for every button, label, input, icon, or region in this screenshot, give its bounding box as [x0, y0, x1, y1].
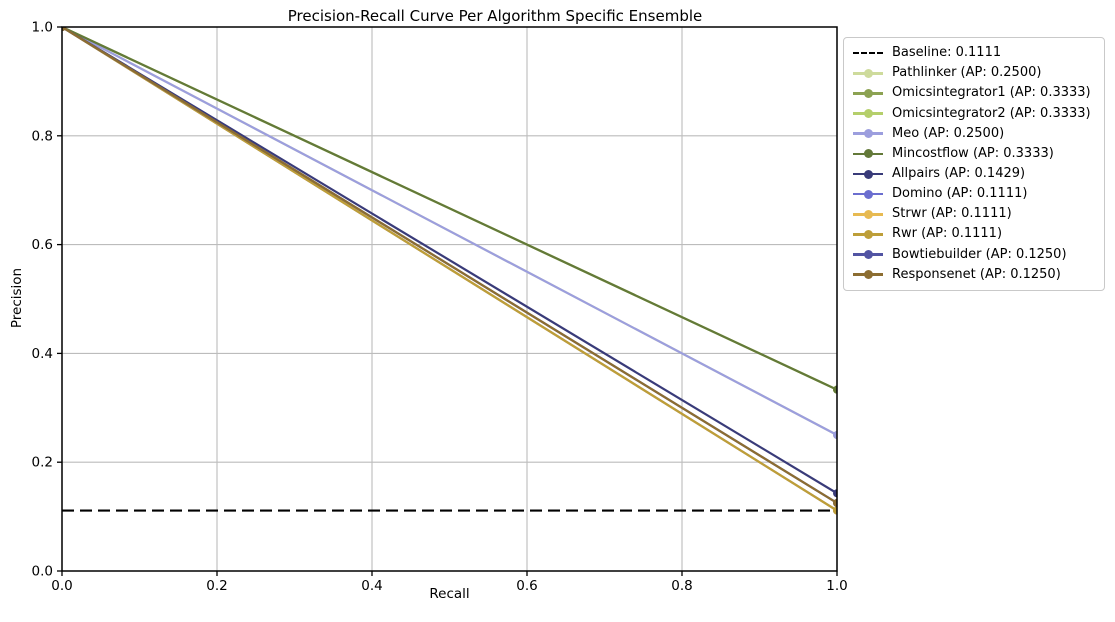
line-marker-swatch-icon [853, 68, 883, 79]
x-tick-label: 0.4 [361, 578, 382, 594]
legend-item-baseline: Baseline: 0.1111 [853, 43, 1096, 63]
series-line-mincostflow [61, 26, 838, 391]
x-tick-label: 0.6 [516, 578, 537, 594]
legend-item-label: Pathlinker (AP: 0.2500) [892, 65, 1042, 81]
legend-item-pathlinker: Pathlinker (AP: 0.2500) [853, 63, 1096, 83]
line-marker-swatch-icon [853, 189, 883, 200]
line-marker-swatch-icon [853, 269, 883, 280]
legend-item-label: Allpairs (AP: 0.1429) [892, 166, 1026, 182]
legend-item-allpairs: Allpairs (AP: 0.1429) [853, 164, 1096, 184]
line-marker-swatch-icon [853, 148, 883, 159]
x-tick-label: 1.0 [826, 578, 847, 594]
y-tick-label: 0.0 [32, 564, 53, 580]
legend-item-domino: Domino (AP: 0.1111) [853, 184, 1096, 204]
y-tick-label: 0.2 [32, 455, 53, 471]
legend-item-label: Responsenet (AP: 0.1250) [892, 266, 1061, 282]
legend-item-label: Meo (AP: 0.2500) [892, 125, 1005, 141]
series-line-meo [61, 26, 838, 436]
legend-item-label: Bowtiebuilder (AP: 0.1250) [892, 246, 1067, 262]
legend-item-label: Omicsintegrator1 (AP: 0.3333) [892, 85, 1091, 101]
legend-item-omicsintegrator2: Omicsintegrator2 (AP: 0.3333) [853, 104, 1096, 124]
legend-item-responsenet: Responsenet (AP: 0.1250) [853, 265, 1096, 285]
y-tick-label: 1.0 [32, 20, 53, 36]
line-marker-swatch-icon [853, 209, 883, 220]
plot-border [61, 26, 838, 572]
legend-item-bowtiebuilder: Bowtiebuilder (AP: 0.1250) [853, 245, 1096, 265]
legend-item-rwr: Rwr (AP: 0.1111) [853, 225, 1096, 245]
line-marker-swatch-icon [853, 249, 883, 260]
legend-item-label: Domino (AP: 0.1111) [892, 186, 1028, 202]
series-line-allpairs [61, 26, 838, 495]
chart-title: Precision-Recall Curve Per Algorithm Spe… [287, 7, 703, 25]
legend-item-label: Strwr (AP: 0.1111) [892, 206, 1012, 222]
legend-item-label: Mincostflow (AP: 0.3333) [892, 145, 1054, 161]
line-marker-swatch-icon [853, 128, 883, 139]
y-axis-label: Precision [9, 267, 25, 329]
legend-item-label: Rwr (AP: 0.1111) [892, 226, 1003, 242]
x-axis-label: Recall [429, 586, 470, 602]
line-marker-swatch-icon [853, 229, 883, 240]
y-tick-label: 0.6 [32, 237, 53, 253]
legend-item-meo: Meo (AP: 0.2500) [853, 124, 1096, 144]
dashed-line-swatch-icon [853, 48, 883, 59]
legend-item-strwr: Strwr (AP: 0.1111) [853, 205, 1096, 225]
x-tick-label: 0.0 [51, 578, 72, 594]
legend-item-mincostflow: Mincostflow (AP: 0.3333) [853, 144, 1096, 164]
x-tick-label: 0.8 [671, 578, 692, 594]
line-marker-swatch-icon [853, 169, 883, 180]
x-tick-label: 0.2 [206, 578, 227, 594]
series-line-responsenet [61, 26, 838, 504]
legend: Baseline: 0.1111 Pathlinker (AP: 0.2500) O… [843, 37, 1105, 291]
y-tick-label: 0.4 [32, 346, 53, 362]
line-marker-swatch-icon [853, 108, 883, 119]
legend-item-omicsintegrator1: Omicsintegrator1 (AP: 0.3333) [853, 84, 1096, 104]
line-marker-swatch-icon [853, 88, 883, 99]
y-tick-label: 0.8 [32, 128, 53, 144]
legend-item-label: Baseline: 0.1111 [892, 45, 1002, 61]
legend-item-label: Omicsintegrator2 (AP: 0.3333) [892, 105, 1091, 121]
